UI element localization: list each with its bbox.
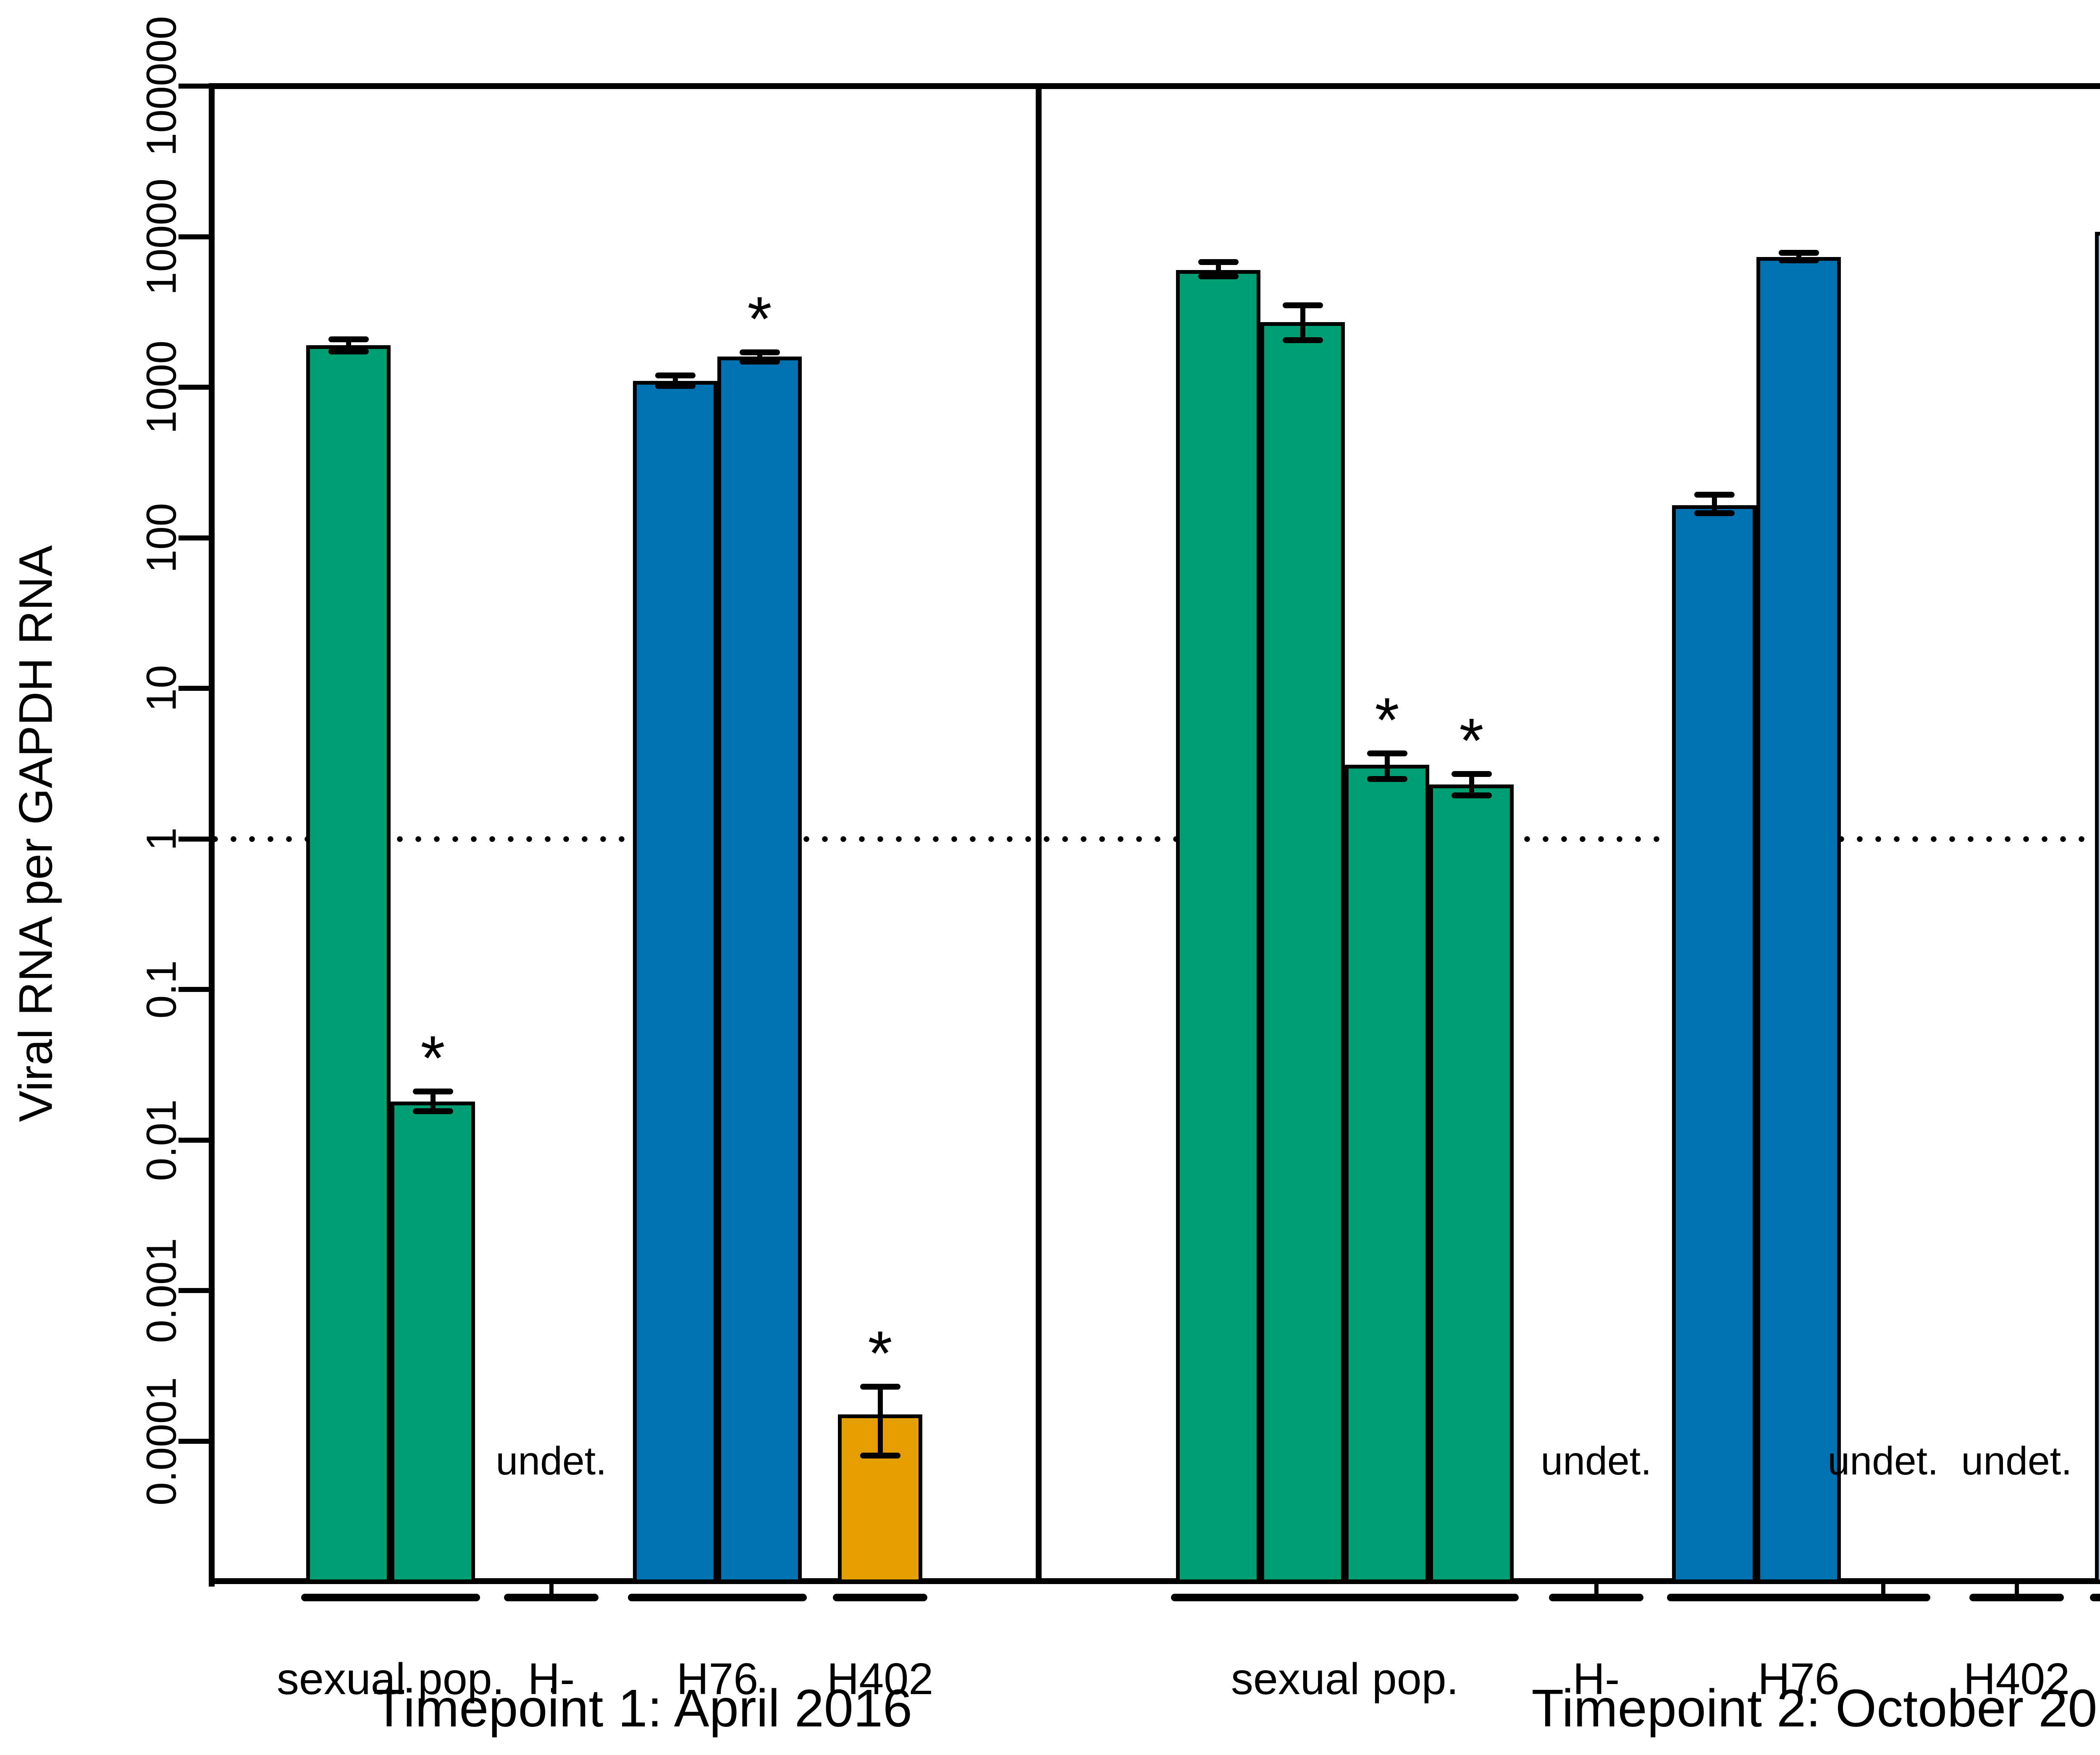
error-bar-line (877, 1386, 883, 1456)
undetermined-tick-stub (2014, 1584, 2019, 1595)
bar (391, 1101, 475, 1583)
group-label: H76 (676, 1654, 759, 1704)
group-label: H- (1572, 1654, 1620, 1704)
y-tick (178, 987, 212, 992)
error-bar-line (1215, 262, 1221, 276)
y-tick-label: 1 (138, 827, 185, 851)
error-bar-cap-top (1282, 302, 1323, 308)
undetermined-label: undet. (496, 1439, 607, 1483)
y-tick-label: 0.01 (138, 1099, 185, 1181)
error-bar-cap-top (860, 1383, 900, 1390)
group-underline (628, 1594, 807, 1601)
significance-star: * (868, 1317, 892, 1388)
error-bar-cap-bottom (412, 1108, 453, 1115)
y-tick (178, 1438, 212, 1444)
undetermined-tick-stub (1594, 1584, 1599, 1595)
error-bar-line (1384, 753, 1390, 779)
y-tick-label: 0.001 (138, 1238, 185, 1343)
error-bar-line (346, 339, 351, 352)
y-tick-label: 100000 (138, 16, 185, 156)
timepoint-2-title: Timepoint 2: October 2016 (1531, 1679, 2100, 1738)
error-bar-cap-bottom (655, 383, 696, 389)
y-tick (178, 84, 212, 89)
undetermined-label: undet. (1961, 1439, 2072, 1483)
error-bar-cap-bottom (1367, 776, 1407, 782)
bar (2095, 231, 2100, 1583)
timepoint-separator-line (1036, 86, 1042, 1581)
undetermined-label: undet. (1541, 1439, 1652, 1483)
error-bar-cap-top (1367, 750, 1407, 756)
group-label: H76 (1758, 1654, 1840, 1704)
error-bar-cap-top (1694, 492, 1735, 498)
y-tick (178, 234, 212, 239)
error-bar-line (1712, 495, 1717, 513)
error-bar-cap-top (1778, 250, 1819, 256)
error-bar-cap-bottom (739, 358, 780, 365)
error-bar-cap-top (1198, 259, 1239, 265)
group-label: H402 (827, 1654, 934, 1704)
error-bar-cap-bottom (860, 1453, 900, 1459)
error-bar-cap-bottom (1694, 510, 1735, 516)
y-tick (178, 385, 212, 390)
undetermined-tick-stub (549, 1584, 554, 1595)
y-tick-label: 10000 (138, 178, 185, 295)
y-tick (178, 535, 212, 540)
group-underline (1549, 1594, 1643, 1601)
error-bar-cap-bottom (1778, 257, 1819, 264)
timepoint-1-title: Timepoint 1: April 2016 (373, 1679, 913, 1738)
error-bar-cap-top (412, 1088, 453, 1094)
y-axis-line (209, 83, 215, 1587)
error-bar-cap-top (328, 336, 369, 342)
group-underline (1667, 1594, 1930, 1601)
y-tick-label: 1000 (138, 340, 185, 434)
error-bar-cap-top (655, 372, 696, 378)
error-bar-line (430, 1091, 436, 1112)
bar (1429, 784, 1514, 1583)
group-label: H- (528, 1654, 575, 1704)
group-underline (1171, 1594, 1519, 1601)
plot-top-border (209, 83, 2100, 89)
y-tick-label: 10 (138, 665, 185, 712)
bar (306, 345, 391, 1583)
group-underline (1969, 1594, 2064, 1601)
error-bar-cap-bottom (328, 348, 369, 354)
y-tick (178, 686, 212, 691)
group-label: H402 (1963, 1654, 2070, 1704)
significance-star: * (1375, 684, 1399, 755)
group-label: sexual pop. (276, 1654, 505, 1704)
significance-star: * (747, 283, 772, 354)
group-label: H76 on H- (2075, 1657, 2100, 1701)
error-bar-cap-top (1451, 771, 1492, 777)
group-underline (301, 1594, 480, 1601)
error-bar-cap-bottom (1451, 792, 1492, 798)
bar (1260, 322, 1345, 1583)
y-tick-label: 0.1 (138, 960, 185, 1019)
error-bar-cap-bottom (1282, 337, 1323, 344)
significance-star: * (420, 1022, 445, 1093)
group-underline (833, 1594, 927, 1601)
bar (633, 381, 717, 1583)
y-tick-label: 100 (138, 503, 185, 573)
undetermined-label: undet. (1827, 1439, 1939, 1483)
y-tick (178, 1288, 212, 1293)
y-tick-label: 0.0001 (138, 1377, 185, 1506)
y-tick (178, 836, 212, 842)
error-bar-line (1300, 305, 1305, 341)
y-tick (178, 1137, 212, 1143)
group-label: sexual pop. (1231, 1654, 1459, 1704)
bar (1672, 505, 1756, 1583)
bar (1176, 270, 1260, 1583)
undetermined-tick-stub (1881, 1584, 1885, 1595)
error-bar-line (1469, 774, 1474, 795)
error-bar-cap-bottom (1198, 273, 1239, 279)
y-axis-title: Viral RNA per GAPDH RNA (9, 545, 62, 1122)
group-underline (2090, 1594, 2100, 1601)
significance-star: * (1459, 705, 1484, 776)
bar (1756, 257, 1841, 1583)
error-bar-cap-top (739, 349, 780, 356)
group-underline (504, 1594, 598, 1601)
bar (717, 356, 802, 1583)
bar (1345, 765, 1429, 1583)
